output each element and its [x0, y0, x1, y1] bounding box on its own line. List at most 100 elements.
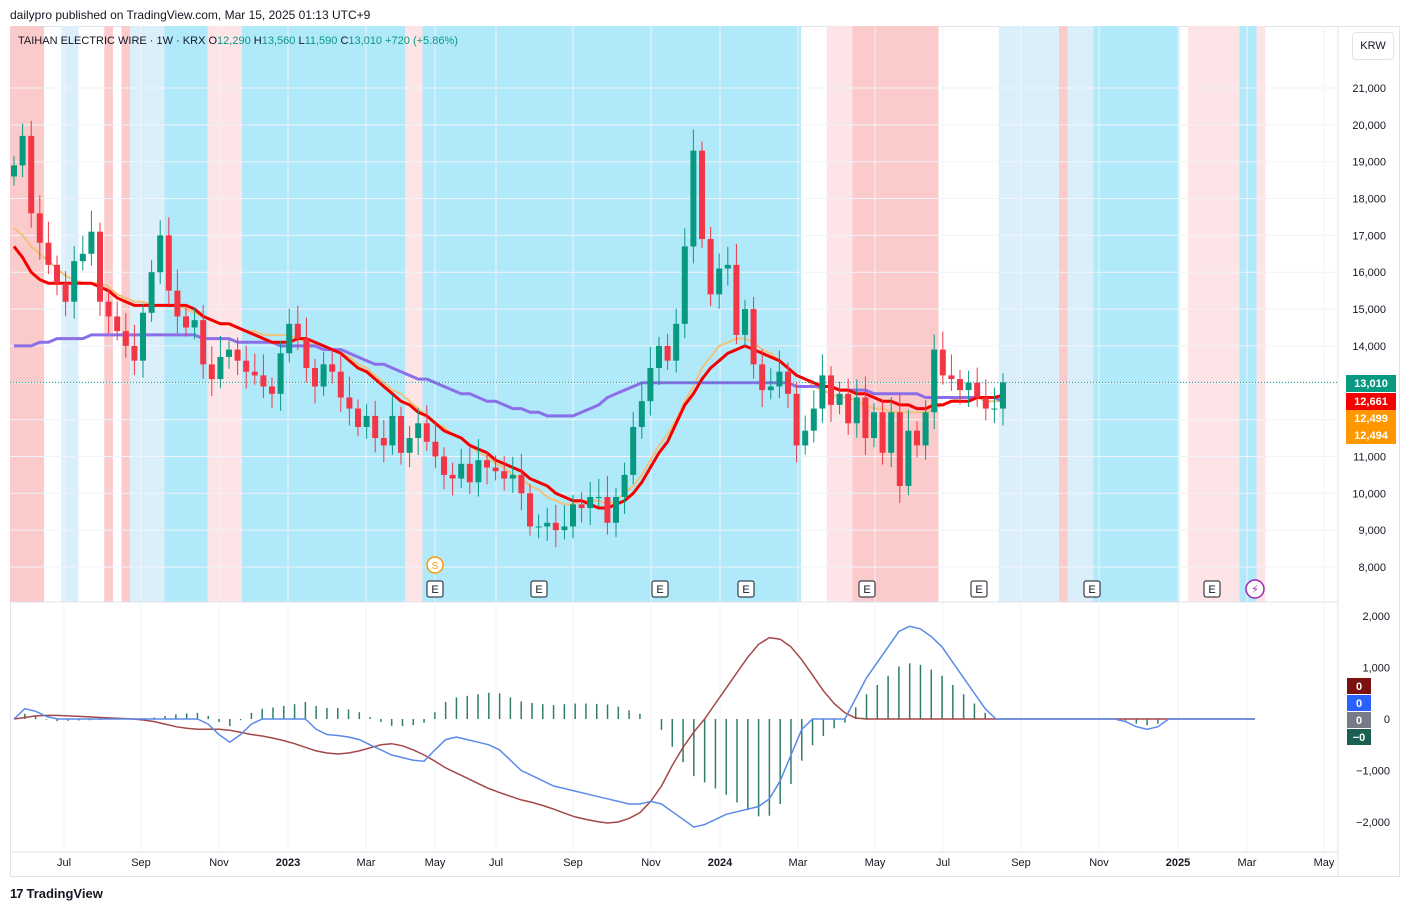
candle-body-76: [664, 345, 671, 361]
candle-body-86: [750, 309, 757, 365]
candle-body-94: [819, 375, 826, 409]
candle-63: [552, 504, 559, 548]
candle-body-106: [922, 412, 929, 446]
candle-85: [742, 299, 748, 347]
candle-body-22: [200, 320, 207, 365]
candle-body-83: [724, 264, 731, 269]
price-tick-8: 16,000: [1352, 267, 1386, 279]
price-tick-0: 8,000: [1358, 562, 1386, 574]
candle-15: [140, 303, 146, 378]
earnings-label-6: E: [1088, 584, 1095, 596]
candle-104: [905, 409, 912, 496]
candle-body-39: [346, 397, 353, 409]
flash-marker: ⚡: [1245, 579, 1265, 599]
candle-body-19: [174, 290, 181, 317]
candle-49: [432, 420, 439, 469]
candle-112: [974, 367, 981, 407]
candle-body-4: [45, 242, 52, 265]
candle-body-16: [148, 272, 155, 313]
earnings-marker-3: E: [737, 580, 755, 598]
candle-28: [251, 353, 258, 385]
band-10: [465, 26, 801, 602]
candle-86: [750, 296, 757, 379]
time-tick-6: Jul: [489, 857, 503, 869]
candle-1: [19, 123, 26, 178]
candle-36: [320, 352, 327, 396]
candle-80: [699, 141, 705, 249]
earnings-box-1: [530, 580, 548, 598]
candle-90: [785, 362, 791, 409]
candle-48: [423, 405, 430, 451]
candle-30: [269, 377, 275, 409]
candle-87: [759, 349, 766, 408]
macd-tick-0: 2,000: [1362, 611, 1390, 623]
candle-0: [11, 156, 17, 186]
open-value: 12,290: [217, 35, 251, 47]
candle-body-36: [320, 364, 327, 387]
candle-10: [97, 222, 103, 317]
macd-value-bg-0: [1347, 678, 1371, 694]
band-12: [852, 26, 939, 602]
candle-56: [492, 455, 499, 481]
candle-4: [45, 221, 52, 275]
candle-body-109: [948, 375, 955, 380]
candle-body-21: [191, 320, 198, 328]
candle-68: [595, 478, 602, 507]
candle-body-38: [337, 371, 344, 398]
candle-body-98: [853, 397, 860, 424]
candle-47: [415, 408, 422, 455]
candle-21: [191, 307, 198, 340]
candle-35: [312, 358, 318, 404]
open-label: O: [208, 35, 218, 47]
candle-body-100: [871, 412, 877, 439]
macd-value-text-0: 0: [1356, 681, 1362, 693]
time-tick-8: Nov: [641, 857, 661, 869]
candle-45: [398, 406, 404, 465]
candle-105: [914, 421, 920, 458]
candle-106: [922, 400, 929, 460]
candle-9: [88, 210, 95, 266]
candle-67: [587, 481, 594, 525]
candle-12: [114, 301, 121, 341]
candle-body-99: [862, 397, 869, 439]
low-value: 11,590: [304, 35, 338, 47]
candle-body-8: [79, 253, 86, 262]
candle-19: [174, 269, 181, 334]
candle-31: [277, 341, 284, 411]
candle-81: [707, 226, 714, 307]
flash-circle: [1245, 579, 1265, 599]
price-tick-2: 10,000: [1352, 488, 1386, 500]
macd-value-bg-2: [1347, 712, 1371, 728]
candle-body-73: [638, 401, 645, 427]
macd-tick-3: −1,000: [1356, 766, 1390, 778]
price-label-bg-3: [1346, 427, 1396, 444]
time-tick-3: 2023: [276, 857, 300, 869]
candle-body-69: [604, 496, 611, 523]
candle-40: [355, 399, 361, 437]
earnings-box-2: [651, 580, 669, 598]
published-caption: dailypro published on TradingView.com, M…: [10, 8, 371, 22]
macd-value-text-3: −0: [1353, 732, 1366, 744]
flash-icon: ⚡: [1251, 584, 1259, 596]
candle-109: [948, 354, 955, 391]
candle-body-11: [105, 301, 112, 317]
tradingview-logo[interactable]: 17 TradingView: [10, 886, 103, 901]
macd-tick-2: 0: [1384, 714, 1390, 726]
candle-54: [475, 439, 482, 497]
candle-body-82: [716, 268, 723, 295]
candle-96: [836, 381, 843, 415]
candle-103: [896, 394, 903, 503]
candle-33: [294, 305, 301, 351]
earnings-box-3: [737, 580, 755, 598]
candle-body-67: [587, 496, 594, 509]
candle-body-40: [355, 408, 361, 427]
candle-body-79: [690, 150, 697, 247]
candle-body-53: [466, 463, 473, 483]
band-11: [826, 26, 853, 602]
currency-button[interactable]: KRW: [1352, 32, 1394, 60]
candle-61: [535, 514, 542, 539]
candle-body-46: [406, 438, 413, 453]
candle-body-34: [303, 338, 310, 369]
candle-25: [226, 340, 232, 369]
